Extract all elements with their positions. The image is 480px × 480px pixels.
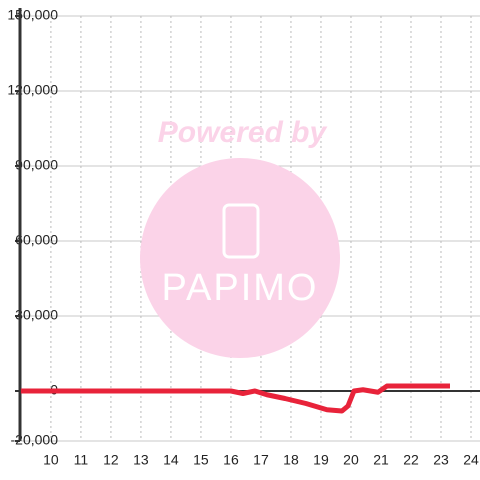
x-tick-label: 16 xyxy=(223,452,239,468)
x-tick-label: 11 xyxy=(74,452,89,468)
x-tick-label: 21 xyxy=(373,452,389,468)
x-tick-label: 15 xyxy=(193,452,209,468)
x-tick-label: 23 xyxy=(433,452,449,468)
x-tick-label: 18 xyxy=(283,452,299,468)
line xyxy=(20,383,450,414)
x-tick-label: 24 xyxy=(463,452,479,468)
x-tick-label: 10 xyxy=(43,452,59,468)
y-tick-label: 150,000 xyxy=(7,7,58,23)
plot xyxy=(20,383,450,414)
x-tick-label: 17 xyxy=(253,452,269,468)
y-tick-label: 60,000 xyxy=(15,232,58,248)
y-tick-label: 120,000 xyxy=(7,82,58,98)
x-tick-label: 12 xyxy=(103,452,119,468)
y-tick-label: 90,000 xyxy=(15,157,58,173)
watermark-icon xyxy=(222,203,260,259)
watermark-text: Powered by xyxy=(158,116,328,149)
y-tick-label: 30,000 xyxy=(15,307,58,323)
watermark-brand: PAPIMO xyxy=(162,267,319,309)
x-tick-label: 20 xyxy=(343,452,359,468)
watermark: Powered by PAPIMO xyxy=(140,116,340,358)
x-tick-label: 22 xyxy=(403,452,419,468)
x-tick-label: 14 xyxy=(163,452,179,468)
x-tick-label: 13 xyxy=(133,452,149,468)
y-tick-label: -20,000 xyxy=(11,432,59,448)
x-tick-label: 19 xyxy=(313,452,329,468)
grid: -20,000030,00060,00090,000120,000150,000… xyxy=(7,7,480,468)
